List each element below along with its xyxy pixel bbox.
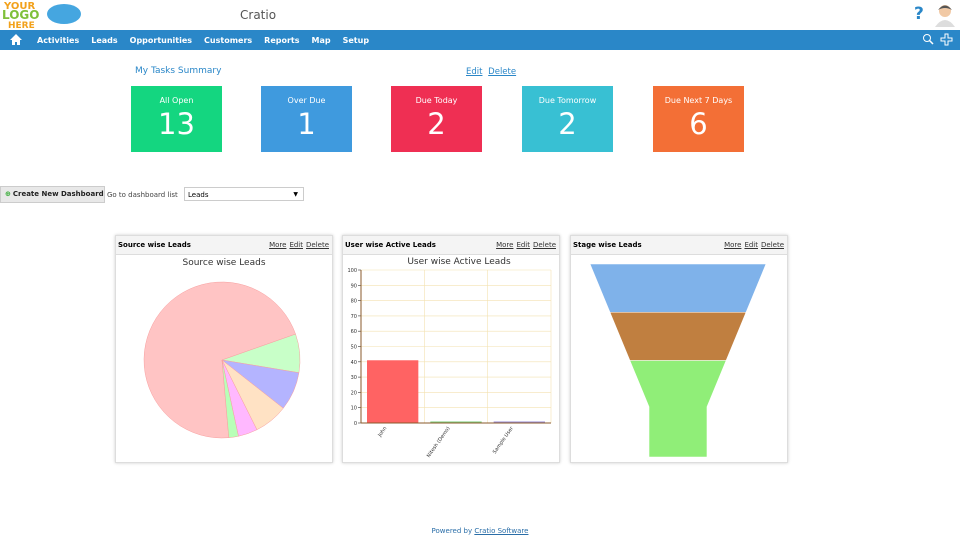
widget-action[interactable]: Delete (533, 241, 556, 249)
widget-actions: More Edit Delete (266, 236, 329, 254)
nav-item[interactable]: Opportunities (129, 35, 193, 45)
footer-text: Powered by (431, 527, 473, 535)
nav-item[interactable]: Reports (264, 35, 300, 45)
task-tile[interactable]: Due Tomorrow 2 (522, 86, 613, 152)
tile-value: 1 (297, 107, 316, 141)
y-tick-label: 60 (351, 329, 357, 335)
widget-action[interactable]: More (269, 241, 287, 249)
widget-chart: Source wise Leads (143, 258, 301, 439)
x-tick-label: Sample User (492, 425, 516, 455)
nav-tools[interactable] (922, 33, 954, 47)
footer: Powered by Cratio Software (0, 527, 960, 535)
widget-actions: More Edit Delete (721, 236, 784, 254)
nav-item[interactable]: Activities (37, 35, 80, 45)
tile-value: 13 (158, 107, 195, 141)
y-tick-label: 90 (351, 283, 357, 289)
selected-option: Leads (188, 191, 209, 199)
tile-label: Due Tomorrow (538, 96, 597, 105)
help-icon[interactable]: ? (914, 4, 924, 24)
widget-title: User wise Active Leads (345, 241, 436, 249)
widget-chart (589, 263, 767, 458)
footer-link[interactable]: Cratio Software (474, 527, 529, 535)
widget-header: Source wise Leads More Edit Delete (116, 236, 332, 255)
widget-header: Stage wise Leads More Edit Delete (571, 236, 787, 255)
task-tile[interactable]: Over Due 1 (261, 86, 352, 152)
widget-action[interactable]: Edit (289, 241, 303, 249)
logo-text: LOGO (2, 8, 39, 22)
funnel-segment (629, 360, 727, 458)
edit-link[interactable]: Edit (466, 67, 483, 77)
nav-item[interactable]: Map (311, 35, 331, 45)
widget-action[interactable]: More (496, 241, 514, 249)
widget-action[interactable]: Edit (516, 241, 530, 249)
goto-label: Go to dashboard list (107, 191, 178, 199)
widget: User wise Active Leads More Edit Delete User… (342, 235, 560, 463)
create-dashboard-button[interactable]: ⊕ Create New Dashboard (0, 186, 105, 203)
y-tick-label: 100 (347, 268, 357, 274)
widget: Source wise Leads More Edit Delete Source wi… (115, 235, 333, 463)
widget-title: Stage wise Leads (573, 241, 642, 249)
dashboard-select[interactable]: Leads ▼ (184, 187, 304, 201)
nav-menu: Activities Leads Opportunities Customers Rep… (37, 30, 369, 50)
y-tick-label: 0 (354, 421, 357, 427)
logo[interactable]: YOUR LOGO HERE (2, 0, 82, 31)
funnel-segment (589, 263, 767, 313)
y-tick-label: 20 (351, 390, 357, 396)
plus-icon: ⊕ (5, 190, 11, 198)
task-tile[interactable]: All Open 13 (131, 86, 222, 152)
tile-value: 2 (558, 107, 577, 141)
tile-label: All Open (159, 96, 194, 105)
y-tick-label: 80 (351, 299, 357, 305)
y-tick-label: 10 (351, 406, 357, 412)
logo-text: HERE (8, 21, 35, 30)
home-icon[interactable] (9, 33, 23, 46)
app-name: Cratio (240, 8, 277, 22)
widget-action[interactable]: More (724, 241, 742, 249)
tile-value: 2 (427, 107, 446, 141)
pie-slice (143, 281, 296, 439)
widget-chart: User wise Active Leads 0 10 20 30 40 50 60 70 80 9… (347, 257, 552, 459)
nav-item[interactable]: Setup (342, 35, 370, 45)
nav-bar: Activities Leads Opportunities Customers Rep… (0, 30, 960, 50)
widget-action[interactable]: Delete (306, 241, 329, 249)
widget-actions: More Edit Delete (493, 236, 556, 254)
widget-title: Source wise Leads (118, 241, 191, 249)
logo-text: YOUR (3, 1, 36, 12)
bar (493, 421, 545, 423)
pie-slice (221, 359, 239, 438)
widget: Stage wise Leads More Edit Delete (570, 235, 788, 463)
tile-label: Due Today (415, 96, 458, 105)
chart-title: Source wise Leads (182, 258, 265, 268)
tile-label: Due Next 7 Days (664, 96, 733, 105)
y-tick-label: 40 (351, 360, 357, 366)
tasks-title: My Tasks Summary (135, 66, 222, 76)
y-tick-label: 50 (351, 345, 357, 351)
y-tick-label: 70 (351, 314, 357, 320)
funnel-segment (609, 311, 747, 361)
nav-item[interactable]: Customers (204, 35, 253, 45)
logo-graphic: YOUR LOGO HERE (2, 1, 81, 31)
widget-action[interactable]: Edit (744, 241, 758, 249)
bar (367, 360, 419, 423)
tile-value: 6 (689, 107, 708, 141)
nav-item[interactable]: Leads (91, 35, 118, 45)
task-tile[interactable]: Due Today 2 (391, 86, 482, 152)
button-label: Create New Dashboard (12, 190, 104, 198)
widget-header: User wise Active Leads More Edit Delete (343, 236, 559, 255)
dropdown-arrow: ▼ (293, 191, 298, 198)
y-tick-label: 30 (351, 375, 357, 381)
tasks-actions: Edit Delete (466, 67, 516, 77)
task-tile[interactable]: Due Next 7 Days 6 (653, 86, 744, 152)
x-tick-label: John (377, 426, 389, 439)
chart-title: User wise Active Leads (407, 257, 511, 267)
x-tick-label: Nitesh (Demo) (426, 426, 452, 459)
bar (430, 421, 482, 423)
tile-label: Over Due (287, 96, 326, 105)
user-avatar[interactable] (934, 3, 956, 27)
delete-link[interactable]: Delete (488, 67, 517, 77)
widget-action[interactable]: Delete (761, 241, 784, 249)
